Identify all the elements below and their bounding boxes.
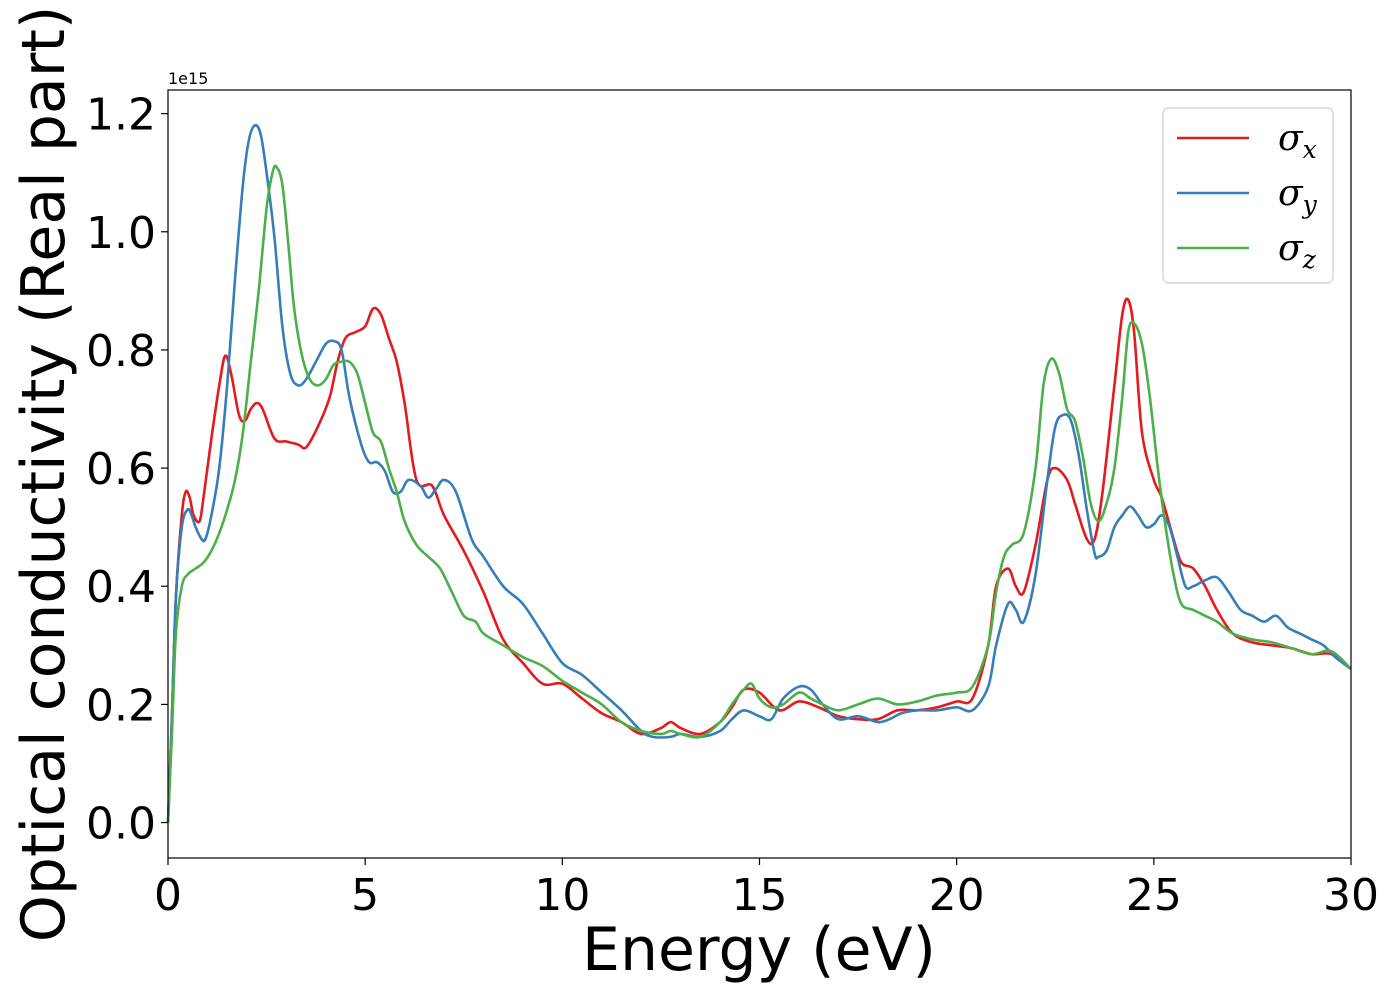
x-tick-label: 20 bbox=[929, 870, 985, 921]
series-line-sigma-x bbox=[166, 297, 1352, 823]
series-line-sigma-z bbox=[166, 164, 1352, 823]
x-tick-label: 5 bbox=[351, 870, 379, 921]
y-axis-title: Optical conductivity (Real part) bbox=[9, 6, 79, 943]
y-tick-label: 0.8 bbox=[86, 326, 156, 377]
y-tick-label: 0.6 bbox=[86, 444, 156, 495]
x-tick-label: 0 bbox=[154, 870, 182, 921]
x-tick-label: 30 bbox=[1323, 870, 1379, 921]
x-axis: 0 5 10 15 20 25 30 bbox=[154, 858, 1379, 921]
x-tick-label: 15 bbox=[732, 870, 788, 921]
y-tick-label: 1.2 bbox=[86, 90, 156, 141]
y-tick-label: 0.4 bbox=[86, 562, 156, 613]
x-axis-title: Energy (eV) bbox=[582, 915, 936, 985]
legend-box bbox=[1162, 107, 1334, 284]
x-tick-label: 10 bbox=[534, 870, 590, 921]
y-tick-label: 1.0 bbox=[86, 208, 156, 259]
y-tick-label: 0.0 bbox=[86, 799, 156, 850]
x-tick-label: 25 bbox=[1126, 870, 1182, 921]
series-line-sigma-y bbox=[166, 123, 1352, 823]
y-tick-label: 0.2 bbox=[86, 680, 156, 731]
y-axis: 0.0 0.2 0.4 0.6 0.8 1.0 1.2 bbox=[86, 90, 168, 850]
y-offset-label: 1e15 bbox=[168, 69, 208, 88]
series-layer bbox=[166, 123, 1352, 823]
